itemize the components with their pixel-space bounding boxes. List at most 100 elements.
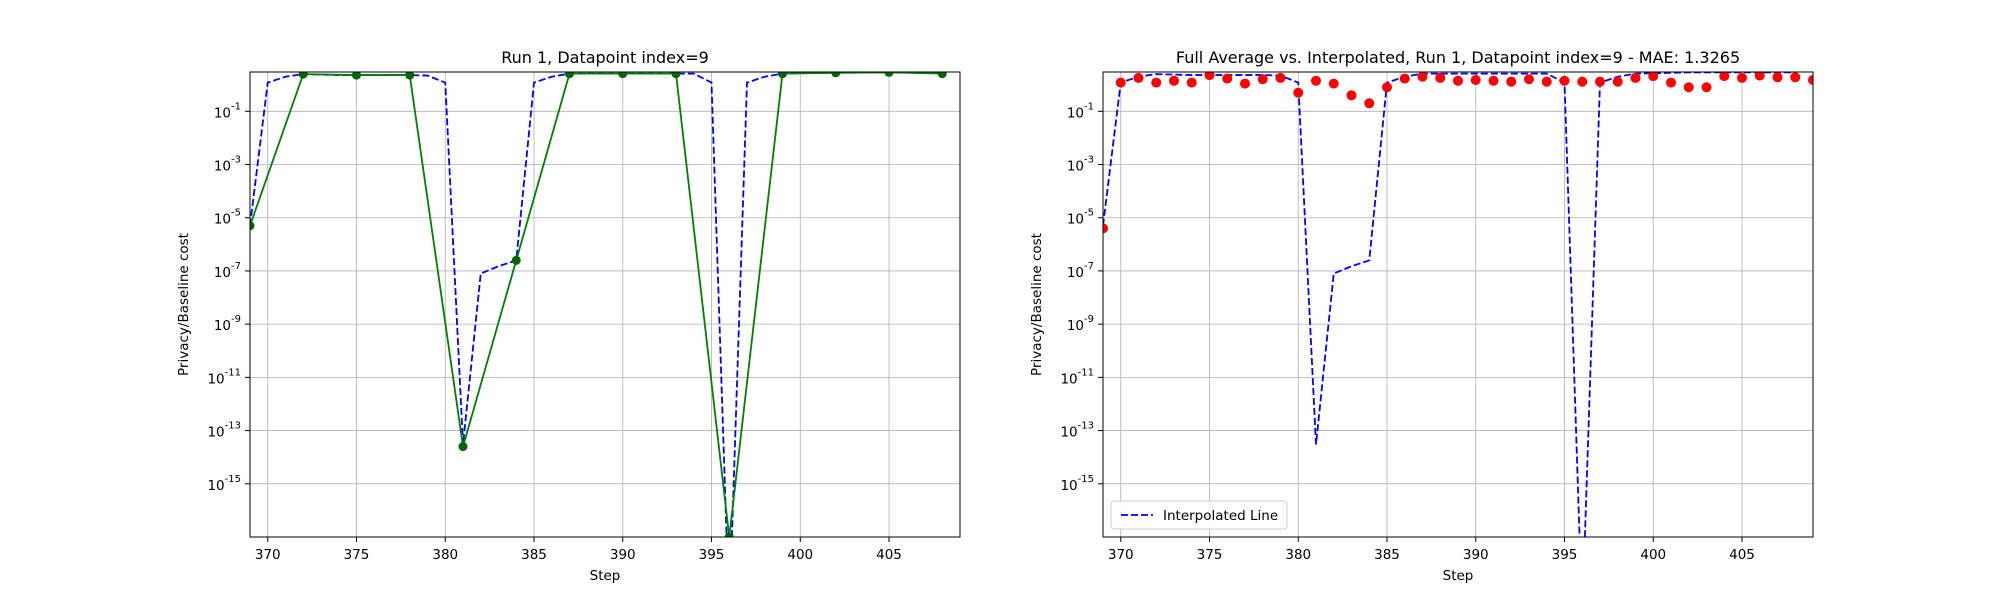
data-point <box>1222 73 1233 84</box>
data-point <box>937 72 947 79</box>
data-point <box>1346 90 1357 101</box>
data-point <box>298 72 308 79</box>
data-point <box>1328 78 1339 89</box>
y-axis: 10-15 10-13 10-11 10-9 10-7 10-5 10-3 10-1 <box>1060 101 1103 494</box>
y-tick-label: 10-7 <box>214 261 241 281</box>
x-tick-label: 375 <box>1197 547 1223 563</box>
data-point <box>1311 75 1321 86</box>
y-tick-label: 10-13 <box>207 421 241 441</box>
data-point <box>1683 82 1694 93</box>
data-point <box>1169 75 1179 86</box>
data-point <box>1754 72 1765 81</box>
data-point <box>618 72 628 79</box>
data-point <box>724 532 734 537</box>
y-tick-label: 10-5 <box>1067 208 1094 228</box>
grid <box>1103 72 1813 537</box>
y-tick-label: 10-3 <box>1067 155 1094 175</box>
x-tick-label: 400 <box>1640 547 1666 563</box>
data-point <box>1630 72 1641 83</box>
data-point <box>1103 223 1108 234</box>
data-point <box>671 72 681 79</box>
data-point <box>1435 72 1446 83</box>
data-point <box>1719 72 1730 82</box>
data-point <box>1133 72 1144 83</box>
x-tick-label: 385 <box>521 547 547 563</box>
data-point <box>1275 72 1286 83</box>
data-point <box>1541 76 1552 87</box>
data-point <box>1666 77 1676 88</box>
x-axis: 370 375 380 385 390 395 400 405 <box>1108 537 1755 563</box>
data-point <box>1488 75 1499 86</box>
x-tick-label: 375 <box>344 547 370 563</box>
y-tick-label: 10-7 <box>1067 261 1094 281</box>
x-tick-label: 390 <box>1463 547 1489 563</box>
data-point <box>565 72 574 79</box>
grid <box>250 72 960 537</box>
chart-left: 370 375 380 385 390 395 400 40510-1510-1310-111… <box>176 48 961 584</box>
x-tick-label: 395 <box>1552 547 1578 563</box>
x-tick-label: 405 <box>876 547 902 563</box>
y-tick-label: 10-13 <box>1060 421 1094 441</box>
y-tick-label: 10-3 <box>214 155 241 175</box>
data-point <box>1612 76 1623 87</box>
chart-title: Run 1, Datapoint index=9 <box>501 48 709 67</box>
data-point <box>1186 77 1197 88</box>
series-0 <box>1103 72 1796 537</box>
axes-frame <box>249 71 961 538</box>
data-point <box>1648 72 1659 82</box>
data-point <box>1399 73 1410 84</box>
x-axis: 370 375 380 385 390 395 400 405 <box>255 537 902 563</box>
y-tick-label: 10-11 <box>207 367 241 387</box>
data-point <box>405 72 415 80</box>
data-point <box>1595 76 1605 87</box>
data-point <box>1417 72 1428 82</box>
series-line <box>250 72 943 537</box>
data-point <box>250 221 255 231</box>
x-tick-label: 380 <box>432 547 458 563</box>
data-point <box>1470 75 1481 86</box>
data-point <box>778 72 787 79</box>
data-point <box>1151 77 1162 88</box>
data-point <box>1204 72 1215 81</box>
data-point <box>884 72 894 77</box>
legend-label: Interpolated Line <box>1163 508 1278 524</box>
chart-title: Full Average vs. Interpolated, Run 1, Da… <box>1176 48 1740 67</box>
x-tick-label: 405 <box>1729 547 1755 563</box>
data-point <box>1737 72 1747 83</box>
series-1 <box>250 72 947 537</box>
x-tick-label: 385 <box>1374 547 1400 563</box>
data-point <box>1506 76 1517 87</box>
x-tick-label: 370 <box>1108 547 1134 563</box>
y-tick-label: 10-11 <box>1060 367 1094 387</box>
data-point <box>458 442 468 452</box>
data-point <box>1453 75 1463 86</box>
plot-area <box>1103 72 1813 537</box>
y-axis-label: Privacy/Baseline cost <box>176 233 192 376</box>
y-tick-label: 10-1 <box>214 101 241 121</box>
legend: Interpolated Line <box>1110 500 1288 530</box>
data-point <box>1772 72 1783 83</box>
y-tick-label: 10-1 <box>1067 101 1094 121</box>
series-line <box>1103 72 1796 537</box>
data-point <box>1257 74 1268 85</box>
data-point <box>1559 75 1570 86</box>
y-tick-label: 10-5 <box>214 208 241 228</box>
series-1 <box>1103 72 1813 234</box>
data-point <box>352 72 361 80</box>
y-tick-label: 10-15 <box>207 474 241 494</box>
x-axis-label: Step <box>590 568 621 584</box>
x-tick-label: 390 <box>610 547 636 563</box>
data-point <box>1808 75 1813 86</box>
data-point <box>1382 82 1392 93</box>
y-axis-label: Privacy/Baseline cost <box>1029 233 1045 376</box>
data-point <box>1115 77 1126 88</box>
data-point <box>1293 87 1304 98</box>
x-tick-label: 370 <box>255 547 281 563</box>
legend-box <box>1110 500 1288 530</box>
data-point <box>831 72 841 78</box>
x-axis-label: Step <box>1443 568 1474 584</box>
data-point <box>1701 82 1712 93</box>
x-tick-label: 400 <box>787 547 813 563</box>
data-point <box>1577 76 1588 87</box>
